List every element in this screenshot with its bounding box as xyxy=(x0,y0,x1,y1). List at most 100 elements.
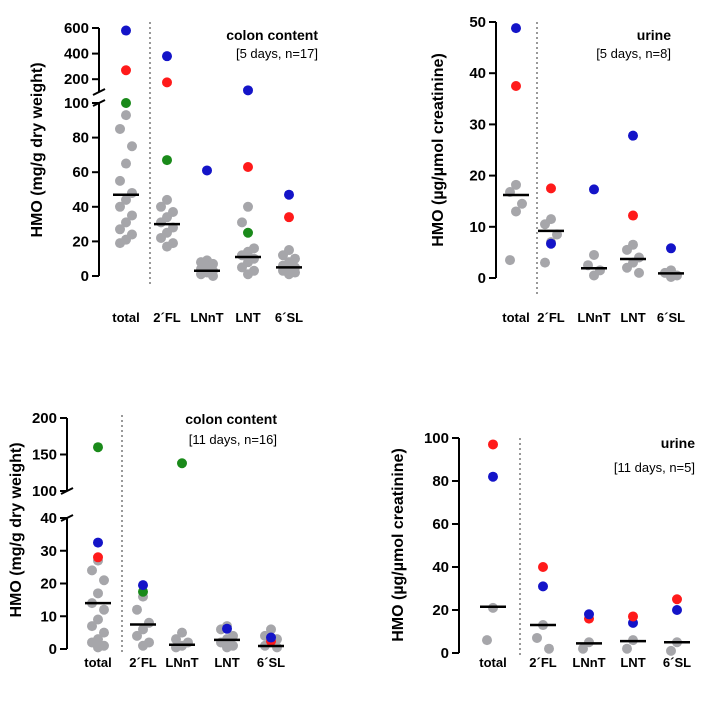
urine-5d-category-label: LNnT xyxy=(577,310,610,325)
colon-5d-data-point-blue xyxy=(162,51,172,62)
colon-11d-data-point-blue xyxy=(266,632,276,643)
colon-5d-data-point-red xyxy=(121,65,131,76)
colon-5d-category-label: LNnT xyxy=(190,310,223,325)
colon-5d-data-point-gray xyxy=(115,224,125,235)
colon-11d-data-point-gray xyxy=(99,604,109,615)
colon-11d-data-point-gray xyxy=(93,642,103,653)
urine-5d-title: urine xyxy=(637,27,671,43)
colon-5d-data-point-gray xyxy=(121,194,131,205)
colon-11d-y-tick-label: 20 xyxy=(40,576,57,593)
urine-5d-y-tick-label: 50 xyxy=(469,14,486,31)
colon-5d-title: colon content xyxy=(226,27,318,43)
colon-5d-axis-break-mark xyxy=(92,88,106,96)
colon-11d-data-point-gray xyxy=(99,627,109,638)
colon-5d-data-point-gray xyxy=(115,175,125,186)
colon-5d-data-point-gray xyxy=(237,217,247,228)
colon-5d-data-point-gray xyxy=(127,141,137,152)
urine-5d-data-point-gray xyxy=(634,267,644,278)
colon-11d-data-point-gray xyxy=(132,630,142,641)
urine-11d-data-point-gray xyxy=(532,632,542,643)
colon-5d-category-label: total xyxy=(112,310,139,325)
colon-11d-y-tick-label: 150 xyxy=(32,447,57,464)
urine-5d-y-tick-label: 30 xyxy=(469,116,486,133)
colon-11d-data-point-gray xyxy=(171,634,181,645)
urine-5d-data-point-gray xyxy=(540,257,550,268)
colon-11d-data-point-gray xyxy=(266,624,276,635)
urine-5d-data-point-blue xyxy=(511,23,521,34)
colon-5d-data-point-gray xyxy=(127,210,137,221)
urine-5d-category-label: total xyxy=(502,310,529,325)
urine-11d-data-point-gray xyxy=(482,635,492,646)
colon-5d-data-point-green xyxy=(243,227,253,238)
colon-5d-category-label: 2´FL xyxy=(153,310,181,325)
urine-5d-data-point-red xyxy=(511,81,521,91)
urine-11d-y-tick-label: 20 xyxy=(432,602,449,619)
urine-11d-data-point-blue xyxy=(672,605,682,615)
colon-11d-category-label: 2´FL xyxy=(129,655,157,670)
colon-11d-data-point-gray xyxy=(87,621,97,632)
colon-11d-category-label: total xyxy=(84,655,111,670)
colon-11d-subtitle: [11 days, n=16] xyxy=(189,432,277,447)
urine-11d-y-axis-label: HMO (µg/µmol creatinine) xyxy=(390,448,407,642)
urine-5d-data-point-gray xyxy=(622,262,632,273)
colon-11d-y-tick-label: 100 xyxy=(32,483,57,500)
colon-5d-y-axis-label: HMO (mg/g dry weight) xyxy=(29,62,46,237)
urine-11d-data-point-gray xyxy=(544,643,554,654)
urine-5d-subtitle: [5 days, n=8] xyxy=(596,46,671,61)
colon-11d-data-point-gray xyxy=(222,642,232,653)
urine-11d-y-tick-label: 80 xyxy=(432,473,449,490)
urine-5d-data-point-blue xyxy=(589,184,599,195)
urine-11d-y-tick-label: 40 xyxy=(432,559,449,576)
urine-11d-data-point-red xyxy=(538,562,548,572)
urine-11d-data-point-red xyxy=(672,594,682,605)
colon-11d-data-point-green xyxy=(177,458,187,469)
urine-5d-data-point-red xyxy=(628,210,638,221)
colon-5d-data-point-gray xyxy=(237,262,247,273)
urine-11d-data-point-gray xyxy=(622,643,632,654)
urine-11d-category-label: LNnT xyxy=(572,655,605,670)
colon-11d-data-point-gray xyxy=(93,588,103,599)
colon-11d-data-point-gray xyxy=(132,604,142,615)
urine-5d-data-point-gray xyxy=(589,249,599,260)
colon-11d-y-tick-label: 30 xyxy=(40,543,57,560)
urine-5d-data-point-gray xyxy=(511,179,521,190)
urine-11d-data-point-gray xyxy=(578,643,588,654)
urine-5d-category-label: LNT xyxy=(620,310,645,325)
colon-5d-data-point-gray xyxy=(156,217,166,228)
colon-11d-y-tick-label: 200 xyxy=(32,410,57,427)
urine-5d-data-point-gray xyxy=(622,244,632,255)
colon-5d-category-label: 6´SL xyxy=(275,310,303,325)
colon-5d-y-tick-label: 60 xyxy=(72,164,89,181)
colon-5d-data-point-green xyxy=(162,155,172,166)
colon-11d-y-tick-label: 40 xyxy=(40,510,57,527)
colon-5d-y-tick-label: 80 xyxy=(72,130,89,147)
colon-5d-data-point-gray xyxy=(243,269,253,280)
urine-5d-data-point-gray xyxy=(540,219,550,230)
colon-11d-data-point-gray xyxy=(138,640,148,651)
colon-5d-y-tick-label: 40 xyxy=(72,199,89,216)
colon-5d-data-point-gray xyxy=(121,217,131,228)
urine-11d-title: urine xyxy=(661,435,695,451)
urine-11d-data-point-red xyxy=(488,439,498,450)
urine-5d-y-axis-label: HMO (µg/µmol creatinine) xyxy=(430,53,447,247)
urine-11d-data-point-gray xyxy=(666,645,676,656)
colon-11d-y-tick-label: 10 xyxy=(40,608,57,625)
colon-5d-data-point-gray xyxy=(284,269,294,280)
colon-5d-data-point-gray xyxy=(162,241,172,252)
colon-11d-category-label: LNT xyxy=(214,655,239,670)
colon-5d-data-point-gray xyxy=(115,123,125,134)
colon-5d-data-point-red xyxy=(162,77,172,88)
urine-5d-y-tick-label: 20 xyxy=(469,168,486,185)
urine-5d-data-point-blue xyxy=(628,130,638,141)
colon-5d-y-tick-label: 200 xyxy=(64,71,89,88)
urine-11d-y-tick-label: 100 xyxy=(424,430,449,447)
colon-11d-y-tick-label: 0 xyxy=(49,641,57,658)
urine-11d-y-tick-label: 0 xyxy=(441,645,449,662)
colon-11d-category-label: 6´SL xyxy=(257,655,285,670)
colon-11d-data-point-blue xyxy=(138,580,148,591)
urine-11d-category-label: LNT xyxy=(620,655,645,670)
colon-5d-y-tick-label: 0 xyxy=(81,268,89,285)
colon-11d-data-point-gray xyxy=(87,565,97,576)
